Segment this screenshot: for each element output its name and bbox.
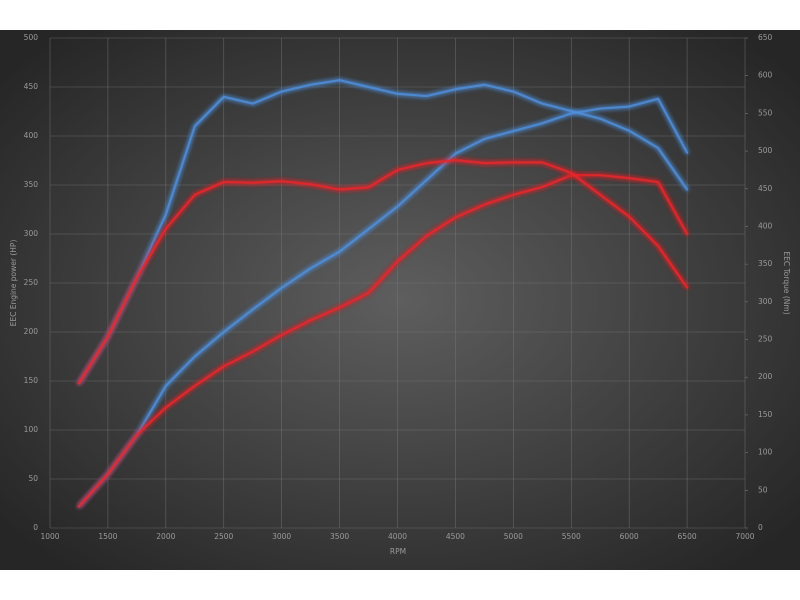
y2-tick-label: 250 — [758, 335, 773, 344]
x-tick-label: 2000 — [156, 532, 175, 541]
x-tick-label: 2500 — [214, 532, 233, 541]
x-tick-label: 3500 — [330, 532, 349, 541]
x-tick-label: 3000 — [272, 532, 291, 541]
y2-tick-label: 400 — [758, 221, 773, 230]
y2-axis-label: EEC Torque (Nm) — [782, 251, 791, 314]
y-tick-label: 200 — [24, 327, 39, 336]
x-tick-label: 5500 — [562, 532, 581, 541]
x-tick-label: 6500 — [678, 532, 697, 541]
y-tick-label: 50 — [28, 474, 38, 483]
y-tick-label: 100 — [24, 425, 39, 434]
y2-tick-label: 450 — [758, 184, 773, 193]
y2-tick-label: 600 — [758, 71, 773, 80]
y2-tick-label: 150 — [758, 410, 773, 419]
y2-tick-label: 50 — [758, 485, 768, 494]
x-tick-label: 4000 — [388, 532, 407, 541]
series-line — [77, 79, 689, 385]
y-tick-label: 150 — [24, 376, 39, 385]
y2-tick-label: 300 — [758, 297, 773, 306]
y-tick-label: 0 — [33, 523, 38, 532]
x-tick-label: 1000 — [40, 532, 59, 541]
y2-tick-label: 200 — [758, 372, 773, 381]
y-axis-label: EEC Engine power (HP) — [9, 240, 18, 327]
x-tick-label: 5000 — [504, 532, 523, 541]
y2-tick-label: 0 — [758, 523, 763, 532]
y-tick-label: 250 — [24, 278, 39, 287]
x-axis-label: RPM — [390, 547, 406, 556]
x-tick-label: 6000 — [620, 532, 639, 541]
series-line — [77, 174, 689, 508]
y-tick-label: 400 — [24, 131, 39, 140]
y2-tick-label: 500 — [758, 146, 773, 155]
y-tick-label: 300 — [24, 229, 39, 238]
y2-tick-label: 550 — [758, 108, 773, 117]
y-tick-label: 350 — [24, 180, 39, 189]
y2-tick-label: 350 — [758, 259, 773, 268]
y-tick-label: 450 — [24, 82, 39, 91]
x-tick-label: 7000 — [735, 532, 754, 541]
y2-tick-label: 100 — [758, 448, 773, 457]
y2-tick-label: 650 — [758, 33, 773, 42]
y-tick-label: 500 — [24, 33, 39, 42]
x-tick-label: 4500 — [446, 532, 465, 541]
series-line — [77, 159, 689, 385]
x-tick-label: 1500 — [98, 532, 117, 541]
series-line — [77, 97, 689, 508]
chart-background — [0, 30, 800, 570]
